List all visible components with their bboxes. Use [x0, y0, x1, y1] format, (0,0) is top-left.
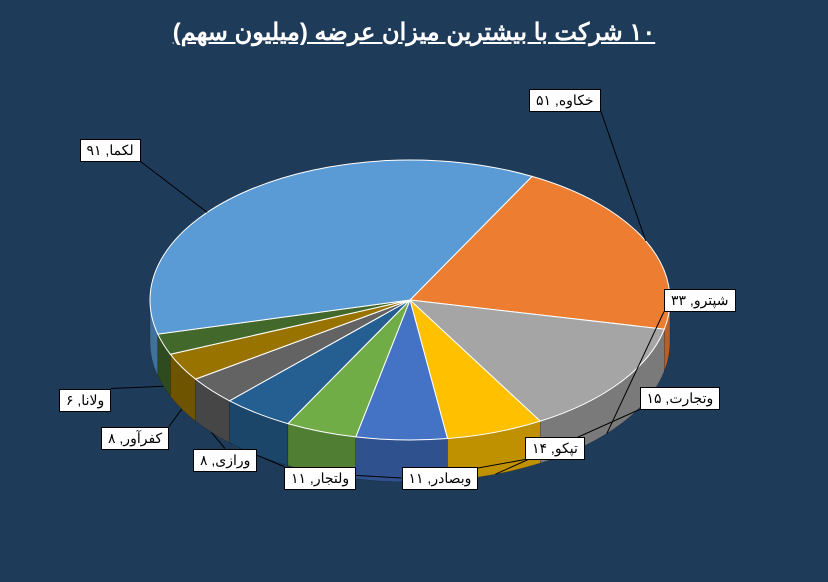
- slice-label: شپترو, ۳۳: [664, 289, 736, 312]
- slice-label: وتجارت, ۱۵: [640, 387, 721, 410]
- slice-label: ورازی, ۸: [193, 449, 257, 472]
- slice-label: لکما, ۹۱: [80, 139, 141, 162]
- slice-label: تپکو, ۱۴: [525, 437, 585, 460]
- slice-label: ولانا, ۶: [59, 389, 111, 412]
- slice-label: ولتجار, ۱۱: [284, 467, 356, 490]
- slice-label: وبصادر, ۱۱: [402, 467, 479, 490]
- slice-label: کفرآور, ۸: [101, 427, 169, 450]
- slice-label: خکاوه, ۵۱: [529, 89, 601, 112]
- pie-chart-container: ۱۰ شرکت با بیشترین میزان عرضه (میلیون سه…: [0, 0, 828, 582]
- chart-title: ۱۰ شرکت با بیشترین میزان عرضه (میلیون سه…: [0, 18, 828, 47]
